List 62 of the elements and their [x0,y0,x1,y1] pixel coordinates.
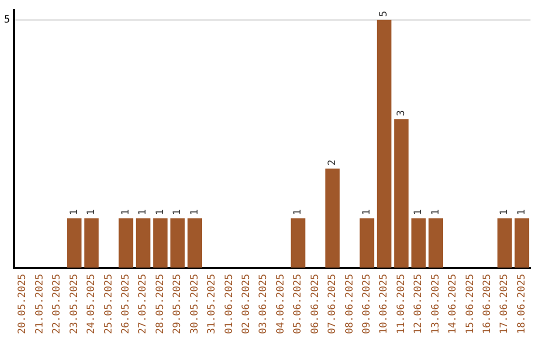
data-label: 1 [120,209,132,216]
bar [325,168,340,268]
bar [394,119,409,268]
x-tick-label: 05.06.2025 [292,274,304,334]
x-tick-label: 27.05.2025 [138,274,149,334]
x-tick-label: 28.05.2025 [154,274,166,334]
x-tick-label: 03.06.2025 [258,274,270,334]
bar [497,218,512,268]
bar [376,20,392,268]
x-tick-label: 30.05.2025 [189,274,200,334]
x-tick-label: 08.06.2025 [344,274,356,334]
x-tick-label: 04.06.2025 [275,274,286,334]
x-tick-label: 22.05.2025 [52,274,63,334]
data-label: 1 [292,209,304,216]
x-tick-label: 16.06.2025 [482,274,494,334]
data-label: 1 [86,209,98,216]
bar [118,218,134,268]
x-tick-label: 26.05.2025 [120,274,132,334]
x-tick-label: 09.06.2025 [362,274,373,334]
x-tick-label: 12.06.2025 [413,274,424,334]
x-tick-label: 06.06.2025 [310,274,321,334]
data-label: 1 [499,209,510,216]
x-tick-label: 17.06.2025 [499,274,510,334]
data-label: 5 [378,10,390,17]
data-label: 1 [189,209,200,216]
bar [84,218,99,268]
data-label: 1 [516,209,528,216]
bar [514,218,530,268]
data-label: 2 [327,160,338,166]
x-tick-label: 24.05.2025 [86,274,98,334]
bar [67,218,82,268]
data-label: 1 [362,209,373,216]
x-tick-label: 21.05.2025 [34,274,46,334]
x-tick-label: 20.05.2025 [17,274,28,334]
x-tick-label: 14.06.2025 [448,274,459,334]
x-tick-label: 18.06.2025 [516,274,528,334]
data-label: 1 [154,209,166,216]
x-tick-label: 11.06.2025 [396,274,407,334]
x-tick-label: 25.05.2025 [103,274,114,334]
data-label: 1 [413,209,424,216]
bar [360,218,374,268]
data-label: 1 [68,209,80,216]
x-tick-label: 02.06.2025 [241,274,252,334]
x-tick-label: 10.06.2025 [378,274,390,334]
x-tick-label: 31.05.2025 [206,274,218,334]
bar [170,218,185,268]
data-label: 1 [138,209,149,216]
x-tick-label: 01.06.2025 [224,274,235,334]
x-tick-label: 15.06.2025 [464,274,476,334]
x-tick-label: 23.05.2025 [68,274,80,334]
data-label: 3 [396,110,407,116]
bar [188,218,202,268]
bar [136,218,150,268]
x-tick-label: 29.05.2025 [172,274,184,334]
data-label: 1 [172,209,184,216]
x-tick-label: 07.06.2025 [327,274,338,334]
data-label: 1 [430,209,442,216]
bar [411,218,426,268]
bar [428,218,444,268]
bar [153,218,168,268]
bar [290,218,306,268]
x-tick-label: 13.06.2025 [430,274,442,334]
